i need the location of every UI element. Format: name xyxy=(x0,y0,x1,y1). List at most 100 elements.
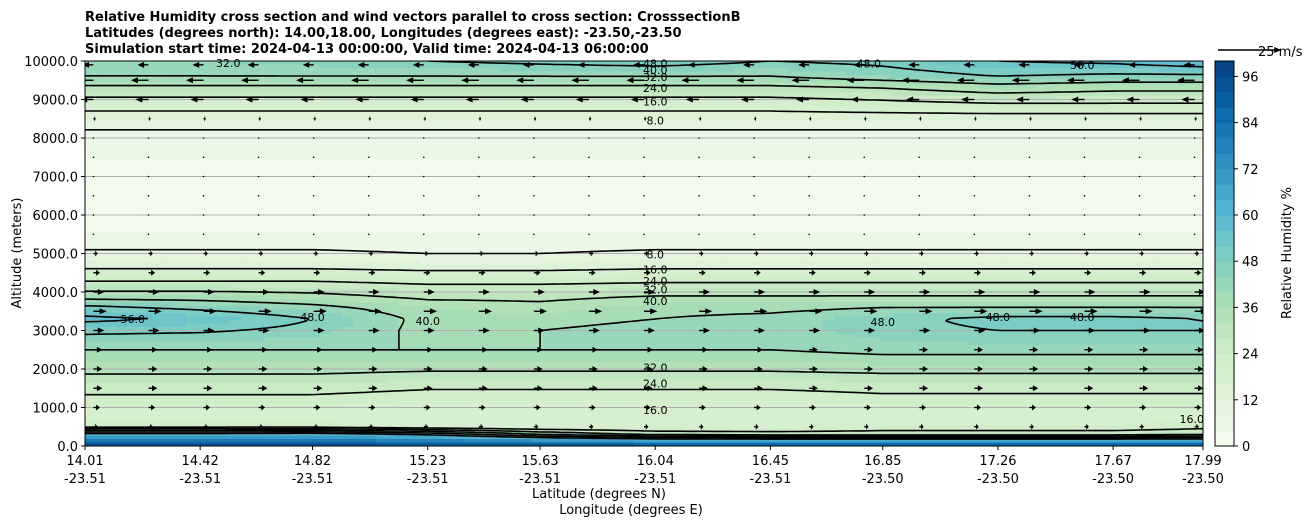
rh-cell xyxy=(934,215,947,220)
rh-cell xyxy=(599,208,612,213)
rh-cell xyxy=(1124,141,1137,146)
rh-cell xyxy=(118,218,131,223)
rh-cell xyxy=(308,68,321,73)
rh-cell xyxy=(152,148,164,153)
rh-cell xyxy=(163,159,176,164)
rh-cell xyxy=(375,145,388,150)
rh-cell xyxy=(1191,68,1203,73)
rh-cell xyxy=(1147,190,1159,195)
rh-cell xyxy=(711,103,723,108)
rh-cell xyxy=(845,166,858,171)
rh-cell xyxy=(666,124,679,129)
rh-cell xyxy=(543,190,556,195)
rh-cell xyxy=(409,155,421,160)
rh-cell xyxy=(1180,162,1193,167)
rh-cell xyxy=(621,134,634,139)
rh-cell xyxy=(867,89,880,94)
rh-cell xyxy=(1091,169,1103,174)
rh-cell xyxy=(599,138,612,143)
rh-cell xyxy=(409,138,421,143)
rh-cell xyxy=(677,176,690,181)
rh-cell xyxy=(375,159,388,164)
rh-cell xyxy=(185,225,198,230)
rh-cell xyxy=(163,124,176,129)
rh-cell xyxy=(1135,215,1148,220)
rh-cell xyxy=(1169,134,1182,139)
rh-cell xyxy=(107,190,120,195)
rh-cell xyxy=(733,183,746,188)
rh-cell xyxy=(912,201,925,206)
rh-cell xyxy=(1035,99,1048,104)
rh-cell xyxy=(1057,148,1070,153)
rh-cell xyxy=(1158,99,1171,104)
rh-cell xyxy=(174,131,187,136)
rh-cell xyxy=(800,120,813,125)
rh-cell xyxy=(990,78,1003,83)
rh-cell xyxy=(856,197,869,202)
rh-cell xyxy=(442,134,455,139)
rh-cell xyxy=(822,183,835,188)
rh-cell xyxy=(644,180,656,185)
rh-cell xyxy=(1191,141,1203,146)
rh-cell xyxy=(342,117,354,122)
rh-cell xyxy=(319,222,332,227)
rh-cell xyxy=(688,166,701,171)
rh-cell xyxy=(1001,117,1014,122)
rh-cell xyxy=(554,166,567,171)
rh-cell xyxy=(565,78,578,83)
rh-cell xyxy=(409,131,421,136)
rh-cell xyxy=(878,211,891,216)
rh-cell xyxy=(308,208,321,213)
rh-cell xyxy=(979,117,992,122)
rh-cell xyxy=(252,180,265,185)
rh-cell xyxy=(834,145,846,150)
rh-cell xyxy=(1102,229,1115,234)
rh-cell xyxy=(610,82,623,87)
rh-cell xyxy=(1124,92,1137,97)
rh-cell xyxy=(163,208,176,213)
rh-cell xyxy=(979,222,992,227)
rh-cell xyxy=(968,64,980,69)
rh-cell xyxy=(453,166,466,171)
rh-cell xyxy=(889,180,902,185)
rh-cell xyxy=(867,117,880,122)
rh-cell xyxy=(834,64,846,69)
rh-cell xyxy=(778,85,790,90)
rh-cell xyxy=(1024,113,1036,118)
rh-cell xyxy=(1124,166,1137,171)
rh-cell xyxy=(96,134,108,139)
rh-cell xyxy=(800,176,813,181)
rh-cell xyxy=(610,204,623,209)
rh-cell xyxy=(174,162,187,167)
rh-cell xyxy=(711,169,723,174)
rh-cell xyxy=(699,61,712,66)
rh-cell xyxy=(230,176,243,181)
rh-cell xyxy=(275,120,287,125)
rh-cell xyxy=(364,110,377,115)
rh-cell xyxy=(688,183,701,188)
rh-cell xyxy=(889,215,902,220)
rh-cell xyxy=(688,180,701,185)
rh-cell xyxy=(107,85,120,90)
rh-cell xyxy=(811,215,824,220)
rh-cell xyxy=(420,159,433,164)
rh-cell xyxy=(565,64,578,69)
rh-cell xyxy=(856,162,869,167)
rh-cell xyxy=(129,103,142,108)
rh-cell xyxy=(521,215,533,220)
rh-cell xyxy=(1046,117,1059,122)
rh-cell xyxy=(465,71,477,76)
rh-cell xyxy=(1091,75,1103,80)
rh-cell xyxy=(364,145,377,150)
rh-cell xyxy=(979,131,992,136)
rh-cell xyxy=(1158,85,1171,90)
rh-cell xyxy=(588,110,600,115)
rh-cell xyxy=(375,148,388,153)
rh-cell xyxy=(878,194,891,199)
rh-cell xyxy=(677,197,690,202)
rh-cell xyxy=(934,194,947,199)
rh-cell xyxy=(576,211,589,216)
rh-cell xyxy=(263,208,276,213)
rh-cell xyxy=(1012,106,1025,111)
rh-cell xyxy=(275,155,287,160)
